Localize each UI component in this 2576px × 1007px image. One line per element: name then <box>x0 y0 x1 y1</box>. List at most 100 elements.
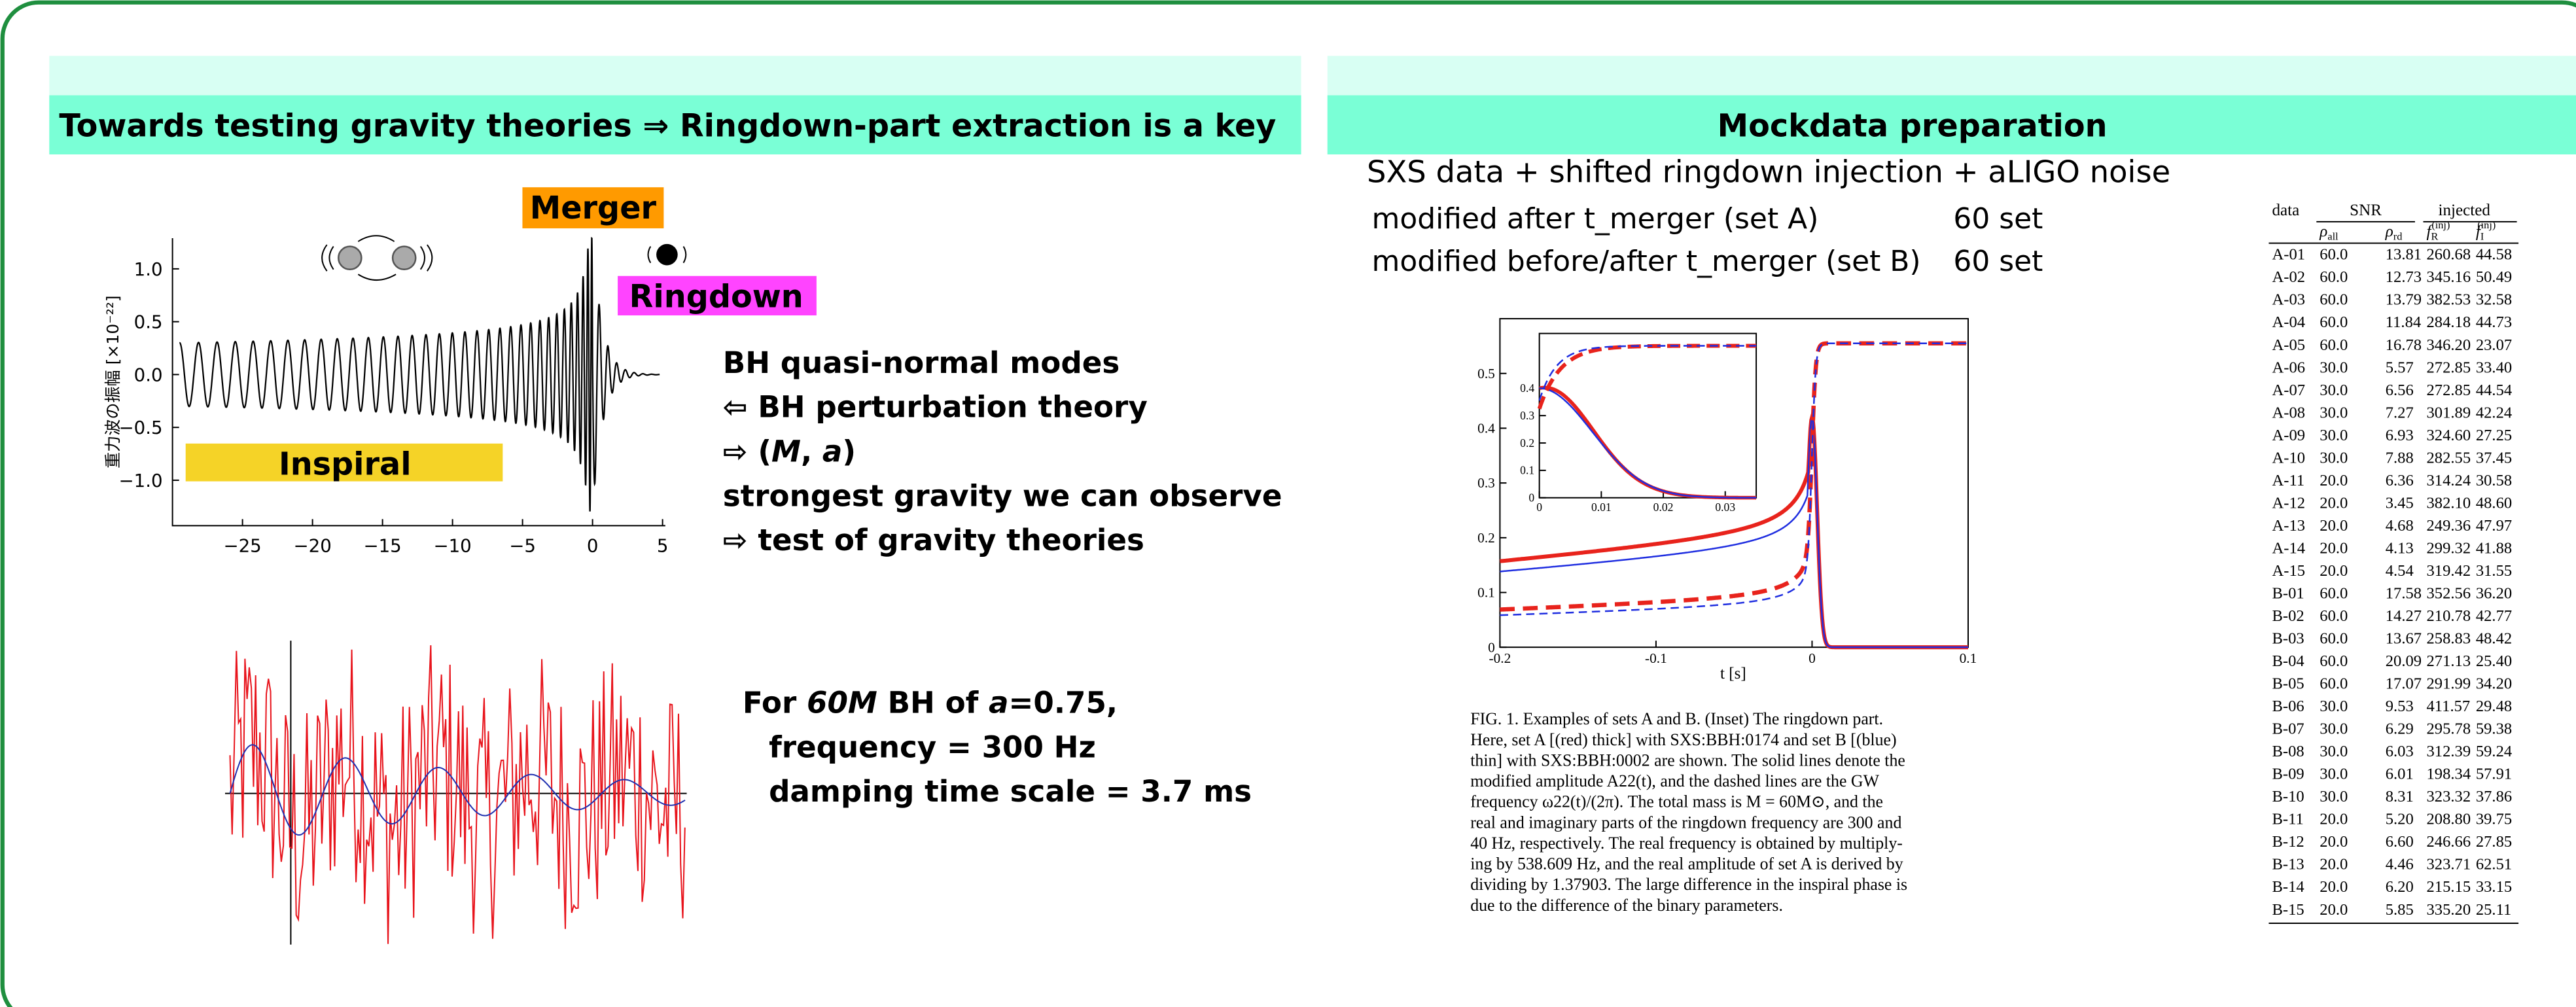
table-cell: 8.31 <box>2386 788 2414 805</box>
header-sub: I <box>2480 230 2484 243</box>
table-group: SNR <box>2350 202 2382 219</box>
table-cell: 60.0 <box>2320 675 2348 693</box>
content: BH quasi-normal modes ⇦ BH perturbation t… <box>103 154 2519 945</box>
table-cell: B-12 <box>2272 833 2304 851</box>
table-cell: A-08 <box>2272 404 2305 421</box>
table-cell: 29.48 <box>2476 698 2512 715</box>
table-cell: 20.0 <box>2320 517 2348 535</box>
table-cell: 382.53 <box>2427 291 2471 309</box>
table-cell: 346.20 <box>2427 336 2471 354</box>
table-cell: A-14 <box>2272 539 2305 557</box>
table-cell: B-06 <box>2272 698 2304 715</box>
table-cell: 30.0 <box>2320 720 2348 738</box>
table-cell: 60.0 <box>2320 336 2348 354</box>
x-tick-label: 0.03 <box>1715 501 1735 514</box>
table-cell: 60.0 <box>2320 291 2348 309</box>
x-axis-label: t [s] <box>1720 665 1746 682</box>
text-segment: 60M <box>807 686 877 720</box>
header-band <box>49 95 1301 154</box>
table-cell: 30.0 <box>2320 427 2348 444</box>
table-cell: 319.42 <box>2427 562 2471 580</box>
table-cell: B-02 <box>2272 607 2304 625</box>
table-cell: 6.93 <box>2386 427 2414 444</box>
x-tick-label: 0.1 <box>1960 650 1977 666</box>
table-cell: 30.0 <box>2320 449 2348 467</box>
table-cell: 20.0 <box>2320 472 2348 489</box>
table-cell: 37.45 <box>2476 449 2512 467</box>
table-cell: 272.85 <box>2427 381 2471 399</box>
subtitle: SXS data + shifted ringdown injection + … <box>1367 154 2170 190</box>
table-cell: 36.20 <box>2476 584 2512 602</box>
inset-frequency-b <box>1538 345 1757 401</box>
table-cell: B-15 <box>2272 901 2304 919</box>
table-cell: 299.32 <box>2427 539 2471 557</box>
text-segment: ⇨ ( <box>723 434 771 468</box>
table-cell: A-07 <box>2272 381 2305 399</box>
table-cell: 382.10 <box>2427 494 2471 512</box>
set-count: 60 set <box>1953 245 2043 278</box>
table-cell: 4.68 <box>2386 517 2414 535</box>
inset-amplitude-b <box>1539 387 1757 499</box>
table-cell: 30.0 <box>2320 698 2348 715</box>
y-tick-label: −0.5 <box>119 417 163 438</box>
text-segment: ⇨ test of gravity theories <box>723 523 1144 557</box>
table-cell: 335.20 <box>2427 901 2471 919</box>
y-tick-label: 0.4 <box>1520 381 1534 395</box>
table-cell: A-13 <box>2272 517 2305 535</box>
table-cell: 4.13 <box>2386 539 2414 557</box>
table-cell: A-09 <box>2272 427 2305 444</box>
table-cell: 272.85 <box>2427 359 2471 376</box>
table-cell: 42.24 <box>2476 404 2512 421</box>
table-cell: 30.0 <box>2320 359 2348 376</box>
y-tick-label: 0.3 <box>1477 475 1495 491</box>
table-cell: 4.54 <box>2386 562 2414 580</box>
y-tick-label: 0.2 <box>1477 530 1495 546</box>
table-cell: 312.39 <box>2427 743 2471 760</box>
table-cell: B-04 <box>2272 652 2304 670</box>
text-line: BH quasi-normal modes <box>723 345 1120 380</box>
y-tick-label: 0.1 <box>1477 585 1495 601</box>
table-cell: 30.0 <box>2320 743 2348 760</box>
x-tick-label: -0.1 <box>1645 650 1667 666</box>
caption-line: thin] with SXS:BBH:0002 are shown. The s… <box>1470 751 1905 769</box>
table-cell: 33.15 <box>2476 878 2512 896</box>
y-tick-label: 0.5 <box>134 311 163 333</box>
set-label: modified before/after t_merger (set B) <box>1372 245 1921 278</box>
x-tick-label: −20 <box>293 535 331 557</box>
caption-line: dividing by 1.37903. The large differenc… <box>1470 875 1907 894</box>
table-cell: 27.25 <box>2476 427 2512 444</box>
x-tick-label: 0 <box>1536 501 1542 514</box>
table-cell: 314.24 <box>2427 472 2471 489</box>
table-cell: 60.0 <box>2320 246 2348 264</box>
frequency-a <box>1500 341 1968 612</box>
table-cell: 47.97 <box>2476 517 2512 535</box>
signal <box>229 744 686 836</box>
header-sub: rd <box>2393 230 2403 243</box>
text-segment: , <box>801 434 822 468</box>
y-tick-label: 0.1 <box>1520 464 1534 477</box>
table-cell: 60.0 <box>2320 630 2348 648</box>
header-base: ρ <box>2385 223 2393 241</box>
table-cell: 30.0 <box>2320 766 2348 783</box>
table-group: data <box>2272 202 2299 219</box>
caption-line: frequency ω22(t)/(2π). The total mass is… <box>1470 792 1883 811</box>
table-cell: B-11 <box>2272 811 2303 828</box>
table-cell: 20.0 <box>2320 878 2348 896</box>
table-cell: 6.20 <box>2386 878 2414 896</box>
text-segment: frequency = 300 Hz <box>769 730 1096 764</box>
inspiral-box <box>185 443 503 482</box>
merger-box <box>522 187 664 228</box>
x-tick-label: 0 <box>1808 650 1816 666</box>
column-header: fI(inj) <box>2476 219 2496 243</box>
noisy-data <box>229 645 686 944</box>
table-cell: 284.18 <box>2427 313 2471 331</box>
y-tick-label: 0.4 <box>1477 421 1495 436</box>
table-cell: 20.0 <box>2320 494 2348 512</box>
table-cell: 6.56 <box>2386 381 2414 399</box>
table-cell: A-06 <box>2272 359 2305 376</box>
caption-line: ing by 538.609 Hz, and the real amplitud… <box>1470 855 1903 874</box>
table-cell: 25.11 <box>2476 901 2511 919</box>
table-cell: 62.51 <box>2476 856 2512 874</box>
text-segment: ) <box>842 434 856 468</box>
header-sub: all <box>2327 230 2338 243</box>
